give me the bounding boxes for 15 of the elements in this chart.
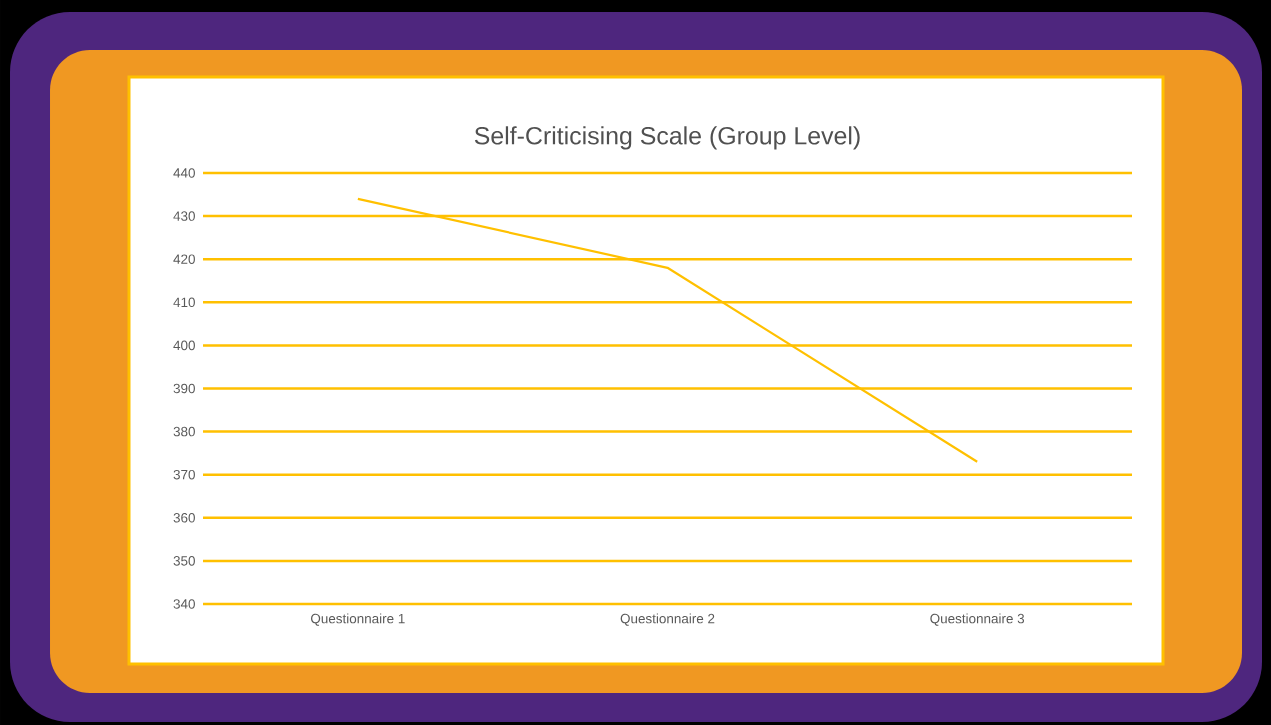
y-tick-label: 340 (173, 599, 195, 609)
y-tick-label: 400 (173, 340, 195, 351)
y-tick-label: 360 (173, 513, 195, 523)
y-tick-label: 370 (173, 469, 195, 480)
y-tick-label: 350 (173, 556, 195, 566)
x-tick-label: Questionnaire 3 (930, 613, 1025, 626)
chart-title: Self-Criticising Scale (Group Level) (474, 126, 860, 150)
y-tick-label: 430 (173, 211, 195, 221)
y-tick-label: 440 (173, 168, 195, 178)
y-tick-label: 380 (173, 426, 195, 437)
y-tick-label: 410 (173, 297, 195, 308)
y-tick-label: 420 (173, 254, 195, 264)
y-tick-label: 390 (173, 383, 195, 394)
x-tick-label: Questionnaire 1 (311, 613, 405, 626)
x-tick-label: Questionnaire 2 (620, 613, 715, 626)
